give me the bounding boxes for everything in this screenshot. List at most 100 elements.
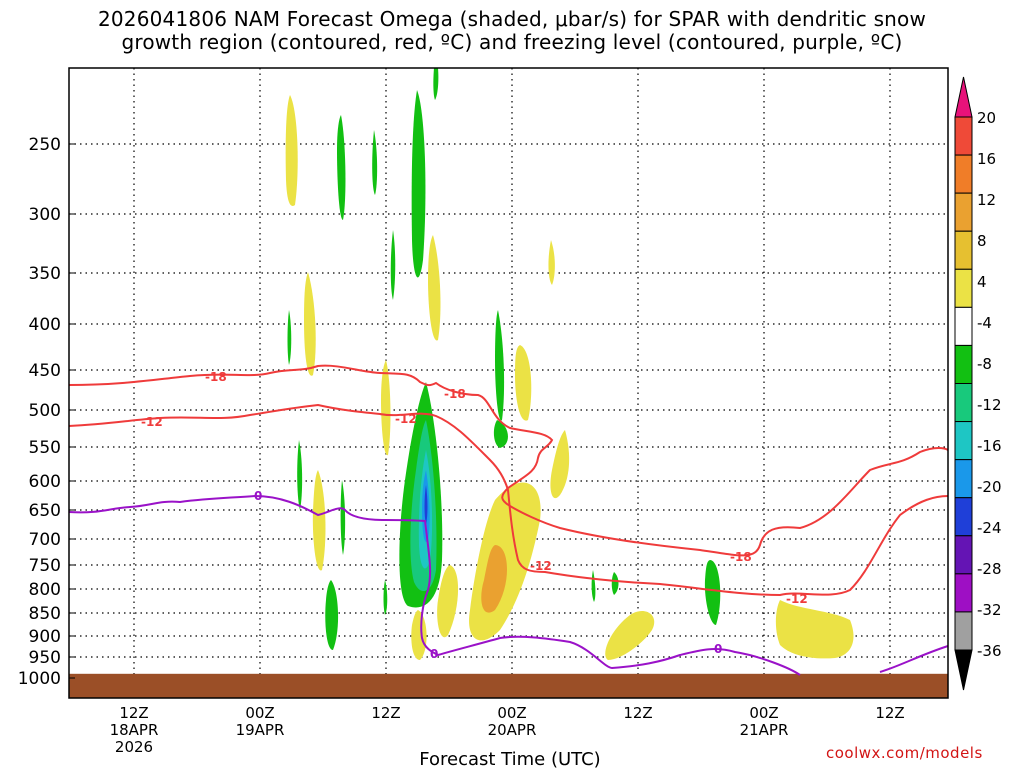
colorbar-label-6: -8 xyxy=(977,355,992,373)
colorbar-label-0: 20 xyxy=(977,109,996,127)
omega-yellow-4 xyxy=(381,360,391,456)
colorbar-box-6 xyxy=(954,344,973,384)
omega-green-6 xyxy=(287,310,292,365)
omega-yellow-6 xyxy=(515,345,532,421)
xtick-label-72-0: 00Z xyxy=(749,704,778,722)
omega-green-8 xyxy=(493,420,508,448)
colorbar-label-13: -36 xyxy=(977,642,1002,660)
omega-green-9 xyxy=(297,440,303,510)
colorbar: 20 16 12 8 4 -4 -8 -12 -16 -20 -24 -28 -32 -36 xyxy=(954,76,1002,691)
omega-yellow-8 xyxy=(550,430,570,499)
colorbar-box-2 xyxy=(954,192,973,232)
ytick-label-650: 650 xyxy=(29,501,61,521)
omega-green-7 xyxy=(495,310,505,421)
ytick-label-700: 700 xyxy=(29,530,61,550)
chart-title-line-2: growth region (contoured, red, ºC) and f… xyxy=(121,30,903,54)
omega-yellow-10 xyxy=(437,565,459,638)
ytick-label-550: 550 xyxy=(29,438,61,458)
colorbar-box-13 xyxy=(954,611,973,651)
ytick-label-950: 950 xyxy=(29,648,61,668)
contour-zero xyxy=(68,494,949,676)
contour-label-minus12-d: -12 xyxy=(786,592,808,606)
xtick-label-48-1: 20APR xyxy=(488,721,537,739)
omega-green-5 xyxy=(390,230,396,300)
omega-green-12 xyxy=(383,580,388,615)
xtick-label-36-0: 12Z xyxy=(371,704,400,722)
contour-label-minus12-a: -12 xyxy=(141,415,163,429)
colorbar-box-5 xyxy=(954,306,973,346)
ytick-label-850: 850 xyxy=(29,604,61,624)
xtick-label-84-0: 12Z xyxy=(875,704,904,722)
ytick-label-1000: 1000 xyxy=(18,669,61,689)
omega-green-4 xyxy=(433,68,439,100)
contour-label-zero-a: 0 xyxy=(254,489,262,503)
ytick-label-400: 400 xyxy=(29,315,61,335)
xtick-label-12-1: 18APR xyxy=(110,721,159,739)
contour-minus18 xyxy=(68,364,949,557)
ytick-label-350: 350 xyxy=(29,264,61,284)
contour-label-minus12-c: -12 xyxy=(530,559,552,573)
ytick-label-500: 500 xyxy=(29,401,61,421)
omega-yellow-13 xyxy=(775,600,854,659)
colorbar-box-8 xyxy=(954,421,973,461)
omega-yellow-11 xyxy=(411,610,427,660)
ytick-label-800: 800 xyxy=(29,580,61,600)
colorbar-arrow-bottom xyxy=(954,649,973,691)
xtick-label-24-1: 19APR xyxy=(236,721,285,739)
colorbar-label-1: 16 xyxy=(977,150,996,168)
colorbar-box-3 xyxy=(954,230,973,270)
colorbar-box-12 xyxy=(954,573,973,613)
omega-green-11 xyxy=(325,580,339,650)
xtick-label-12-0: 12Z xyxy=(119,704,148,722)
contour-label-zero-b: 0 xyxy=(430,647,438,661)
omega-green-1 xyxy=(337,115,346,220)
colorbar-box-1 xyxy=(954,154,973,194)
ytick-label-900: 900 xyxy=(29,627,61,647)
contours xyxy=(68,364,949,676)
omega-yellow-12 xyxy=(605,610,655,660)
ytick-label-450: 450 xyxy=(29,361,61,381)
omega-yellow-5 xyxy=(428,235,441,341)
colorbar-label-10: -24 xyxy=(977,519,1002,537)
omega-yellow-1 xyxy=(285,95,298,206)
colorbar-box-10 xyxy=(954,497,973,537)
xtick-label-12-2: 2026 xyxy=(115,738,153,756)
xtick-label-60-0: 12Z xyxy=(623,704,652,722)
omega-orange-9 xyxy=(481,545,508,613)
colorbar-box-0 xyxy=(954,116,973,156)
xtick-label-24-0: 00Z xyxy=(245,704,274,722)
colorbar-label-4: 4 xyxy=(977,273,987,291)
colorbar-box-4 xyxy=(954,268,973,308)
colorbar-label-8: -16 xyxy=(977,437,1002,455)
credit: coolwx.com/models xyxy=(826,744,983,762)
omega-green-10 xyxy=(340,480,346,555)
chart-title-line-1: 2026041806 NAM Forecast Omega (shaded, μ… xyxy=(97,7,927,31)
omega-green-3 xyxy=(411,90,426,278)
x-axis-label: Forecast Time (UTC) xyxy=(419,749,600,768)
colorbar-label-5: -4 xyxy=(977,314,992,332)
colorbar-label-3: 8 xyxy=(977,232,987,250)
contour-label-zero-c: 0 xyxy=(714,642,722,656)
colorbar-box-11 xyxy=(954,535,973,575)
colorbar-label-2: 12 xyxy=(977,191,996,209)
omega-yellow-3 xyxy=(312,470,326,571)
omega-green-15 xyxy=(704,560,721,625)
xtick-label-72-1: 21APR xyxy=(740,721,789,739)
colorbar-arrow-top xyxy=(954,76,973,118)
ytick-label-750: 750 xyxy=(29,556,61,576)
plot-frame xyxy=(68,67,949,699)
contour-labels: -18 -18 -18 -12 -12 -12 -12 0 0 0 xyxy=(141,370,808,661)
xtick-label-48-0: 00Z xyxy=(497,704,526,722)
contour-label-minus12-b: -12 xyxy=(395,412,417,426)
ytick-label-300: 300 xyxy=(29,205,61,225)
colorbar-label-9: -20 xyxy=(977,478,1002,496)
contour-label-minus18-a: -18 xyxy=(205,370,227,384)
colorbar-label-11: -28 xyxy=(977,560,1002,578)
colorbar-box-7 xyxy=(954,383,973,423)
y-axis: 250 300 350 400 450 500 550 600 650 700 750 800 850 9… xyxy=(18,135,75,689)
contour-minus12 xyxy=(68,403,949,597)
omega-yellow-7 xyxy=(548,240,555,285)
colorbar-box-9 xyxy=(954,459,973,499)
